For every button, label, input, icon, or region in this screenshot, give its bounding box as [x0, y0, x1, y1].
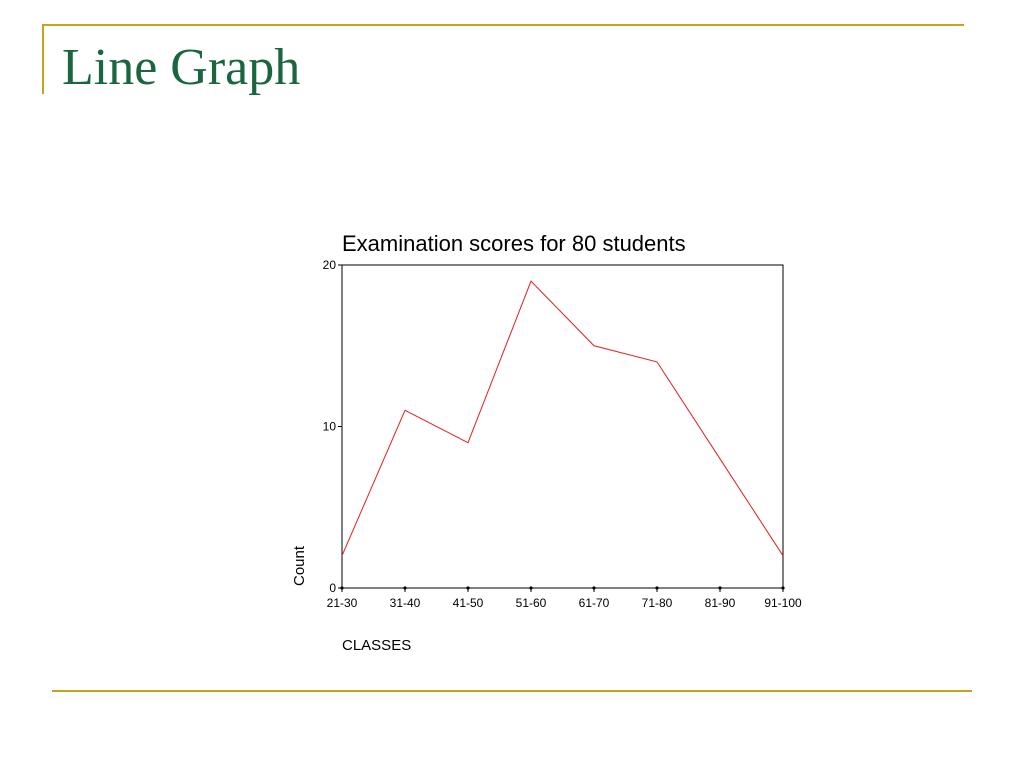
x-tick-dot [340, 586, 344, 590]
x-tick-dot [466, 586, 470, 590]
series-line [341, 280, 784, 556]
x-tick-label: 61-70 [579, 596, 610, 610]
y-tick-label: 10 [323, 420, 337, 434]
y-axis: 0 10 20 [323, 258, 342, 595]
x-tick-label: 71-80 [642, 596, 673, 610]
y-axis-label: Count [291, 545, 308, 586]
x-axis: 21-30 31-40 41-50 51-60 61-70 71-80 81-90 91-10… [327, 586, 802, 610]
data-points [341, 281, 784, 556]
y-tick-label: 0 [329, 581, 336, 595]
left-rule [42, 24, 44, 94]
x-tick-label: 81-90 [705, 596, 736, 610]
x-tick-label: 31-40 [390, 596, 421, 610]
x-tick-label: 21-30 [327, 596, 358, 610]
x-tick-dot [592, 586, 596, 590]
x-tick-dot [781, 586, 785, 590]
x-tick-label: 51-60 [516, 596, 547, 610]
x-tick-dot [403, 586, 407, 590]
x-tick-dot [655, 586, 659, 590]
bottom-rule [52, 690, 972, 692]
x-tick-dot [718, 586, 722, 590]
x-tick-dot [529, 586, 533, 590]
top-rule [42, 24, 964, 26]
x-axis-label: CLASSES [342, 637, 411, 654]
x-tick-label: 41-50 [453, 596, 484, 610]
slide-title: Line Graph [62, 39, 301, 96]
y-tick-label: 20 [323, 258, 337, 272]
x-tick-label: 91-100 [764, 596, 802, 610]
chart-title: Examination scores for 80 students [342, 231, 686, 256]
